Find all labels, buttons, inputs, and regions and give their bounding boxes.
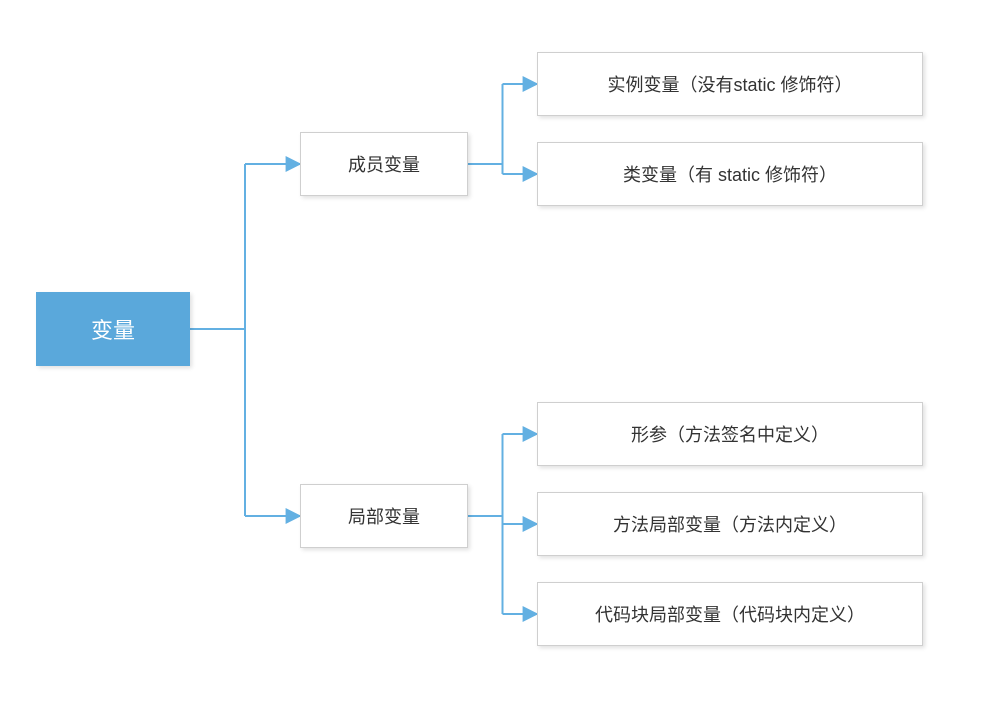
node-method-local-label: 方法局部变量（方法内定义） — [613, 511, 847, 537]
node-block-local: 代码块局部变量（代码块内定义） — [537, 582, 923, 646]
node-block-local-label: 代码块局部变量（代码块内定义） — [595, 601, 865, 627]
node-root-label: 变量 — [91, 313, 135, 345]
node-class-var-label: 类变量（有 static 修饰符） — [623, 161, 837, 187]
node-param: 形参（方法签名中定义） — [537, 402, 923, 466]
node-param-label: 形参（方法签名中定义） — [631, 421, 829, 447]
node-instance-var: 实例变量（没有static 修饰符） — [537, 52, 923, 116]
node-member: 成员变量 — [300, 132, 468, 196]
node-member-label: 成员变量 — [348, 151, 420, 177]
node-local-label: 局部变量 — [348, 503, 420, 529]
node-root: 变量 — [36, 292, 190, 366]
node-local: 局部变量 — [300, 484, 468, 548]
node-method-local: 方法局部变量（方法内定义） — [537, 492, 923, 556]
node-class-var: 类变量（有 static 修饰符） — [537, 142, 923, 206]
node-instance-var-label: 实例变量（没有static 修饰符） — [607, 71, 852, 97]
